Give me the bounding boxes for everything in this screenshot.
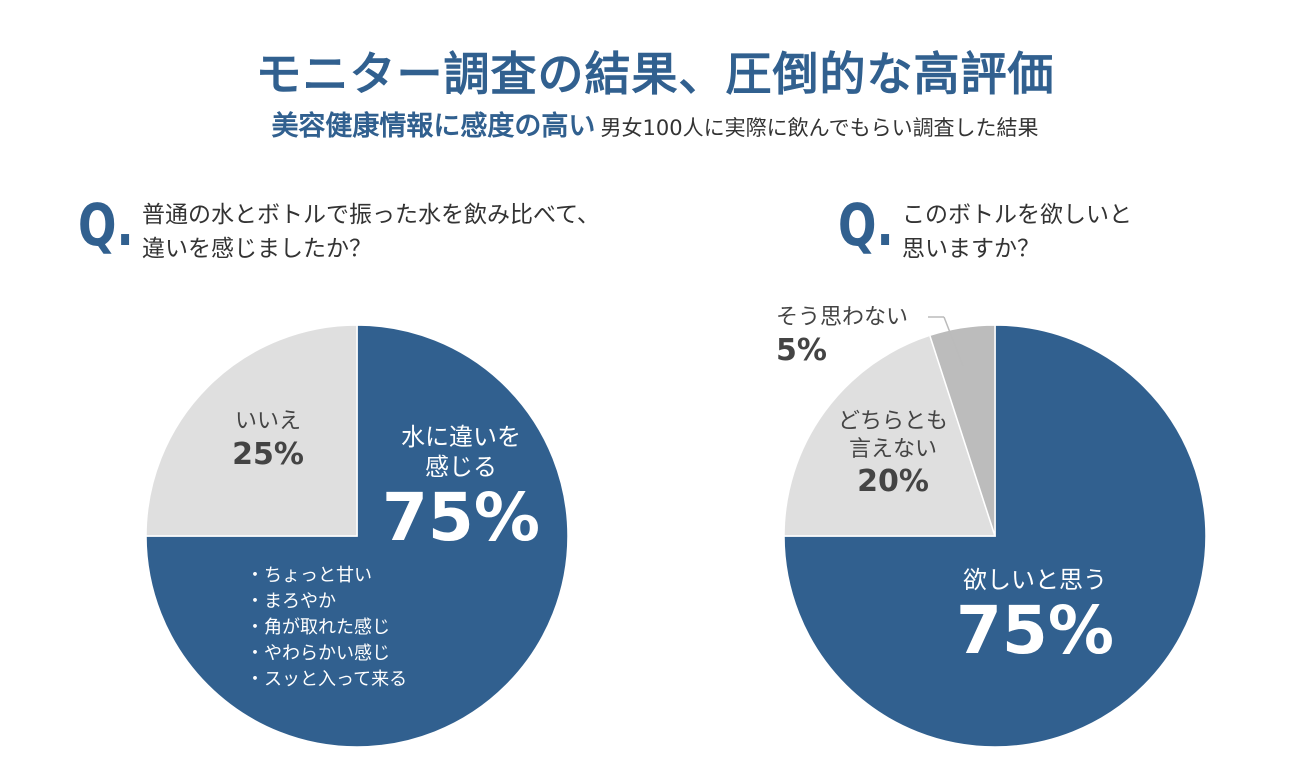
slice-label-want: 欲しいと思う 75% bbox=[915, 565, 1155, 668]
question-2-line: このボトルを欲しいと bbox=[902, 202, 1132, 228]
pie-slice-1-2 bbox=[145, 324, 358, 537]
pie-slice-2-3 bbox=[928, 324, 996, 537]
slice-label-line: そう思わない bbox=[776, 305, 909, 330]
slice-label-differ: 水に違いを 感じる 75% bbox=[356, 422, 566, 555]
question-1-line: 普通の水とボトルで振った水を飲み比べて、 bbox=[142, 202, 600, 228]
slice-value-75: 75% bbox=[382, 479, 540, 556]
question-1-text: 普通の水とボトルで振った水を飲み比べて、 違いを感じましたか？ bbox=[142, 198, 600, 266]
page-title: モニター調査の結果、圧倒的な高評価 bbox=[255, 47, 1055, 101]
question-mark-icon: Q. bbox=[78, 191, 134, 259]
comment-item: 角が取れた感じ bbox=[246, 615, 407, 641]
comment-item: ちょっと甘い bbox=[246, 563, 407, 589]
slice-value-25: 25% bbox=[232, 436, 304, 472]
slice-value-5: 5% bbox=[776, 332, 827, 368]
comment-item: スッと入って来る bbox=[246, 667, 407, 693]
leader-line-5 bbox=[928, 316, 964, 367]
question-1-line: 違いを感じましたか？ bbox=[142, 236, 372, 262]
page-subtitle: 美容健康情報に感度の高い 男女100人に実際に飲んでもらい調査した結果 bbox=[0, 104, 1310, 143]
pie-slice-2-2 bbox=[783, 334, 997, 537]
comment-item: まろやか bbox=[246, 589, 407, 615]
slice-label-line: いいえ bbox=[234, 409, 301, 434]
slice-label-neutral: どちらとも 言えない 20% bbox=[818, 408, 968, 501]
question-mark-icon: Q. bbox=[838, 191, 894, 259]
slice-value-20: 20% bbox=[857, 464, 929, 499]
slice-label-line: 感じる bbox=[425, 453, 497, 481]
slice-label-no: いいえ 25% bbox=[198, 408, 338, 473]
slice-value-75: 75% bbox=[956, 592, 1114, 669]
pie-chart-2 bbox=[783, 324, 1207, 748]
slice-label-line: 欲しいと思う bbox=[963, 566, 1107, 594]
slice-label-line: 水に違いを bbox=[401, 423, 521, 451]
question-2-text: このボトルを欲しいと 思いますか？ bbox=[902, 198, 1132, 266]
comment-item: やわらかい感じ bbox=[246, 641, 407, 667]
subtitle-highlight: 美容健康情報に感度の高い bbox=[271, 111, 596, 142]
slice-label-line: 言えない bbox=[848, 436, 937, 462]
pie-slice-2-1 bbox=[783, 324, 1207, 748]
comment-list: ちょっと甘い まろやか 角が取れた感じ やわらかい感じ スッと入って来る bbox=[246, 563, 407, 693]
question-2-line: 思いますか？ bbox=[902, 236, 1040, 262]
slice-label-line: どちらとも bbox=[837, 409, 948, 434]
slice-label-disagree: そう思わない 5% bbox=[776, 304, 908, 369]
subtitle-rest: 男女100人に実際に飲んでもらい調査した結果 bbox=[600, 116, 1039, 140]
